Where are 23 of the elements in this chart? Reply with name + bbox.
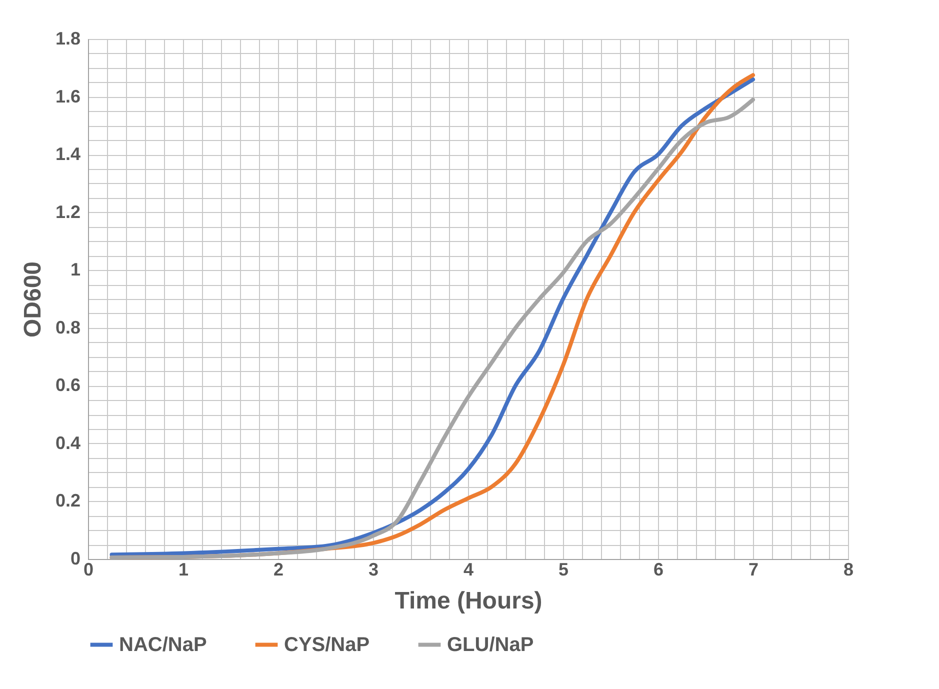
x-tick-label: 2 [273,560,284,580]
x-tick-label: 0 [83,560,94,580]
x-tick-label: 7 [748,560,759,580]
legend-label: NAC/NaP [119,634,207,656]
y-axis-title: OD600 [19,261,46,338]
y-tick-label: 0.2 [55,490,80,511]
x-tick-label: 8 [843,560,854,580]
y-tick-label: 0.4 [55,432,80,453]
y-tick-label: 1.8 [55,28,80,48]
x-tick-label: 5 [558,560,569,580]
x-tick-label: 6 [653,560,664,580]
legend-label: GLU/NaP [447,634,534,656]
y-tick-label: 1.6 [55,86,80,106]
y-tick-label: 0.8 [55,317,80,338]
legend-label: CYS/NaP [284,634,370,656]
y-tick-label: 0.6 [55,375,80,396]
x-tick-label: 4 [463,560,474,580]
y-tick-label: 1.2 [55,202,80,222]
x-tick-label: 1 [178,560,189,580]
x-tick-label: 3 [368,560,379,580]
x-axis-title: Time (Hours) [394,588,542,614]
y-tick-label: 1.4 [55,144,80,164]
y-tick-label: 1 [70,260,80,280]
